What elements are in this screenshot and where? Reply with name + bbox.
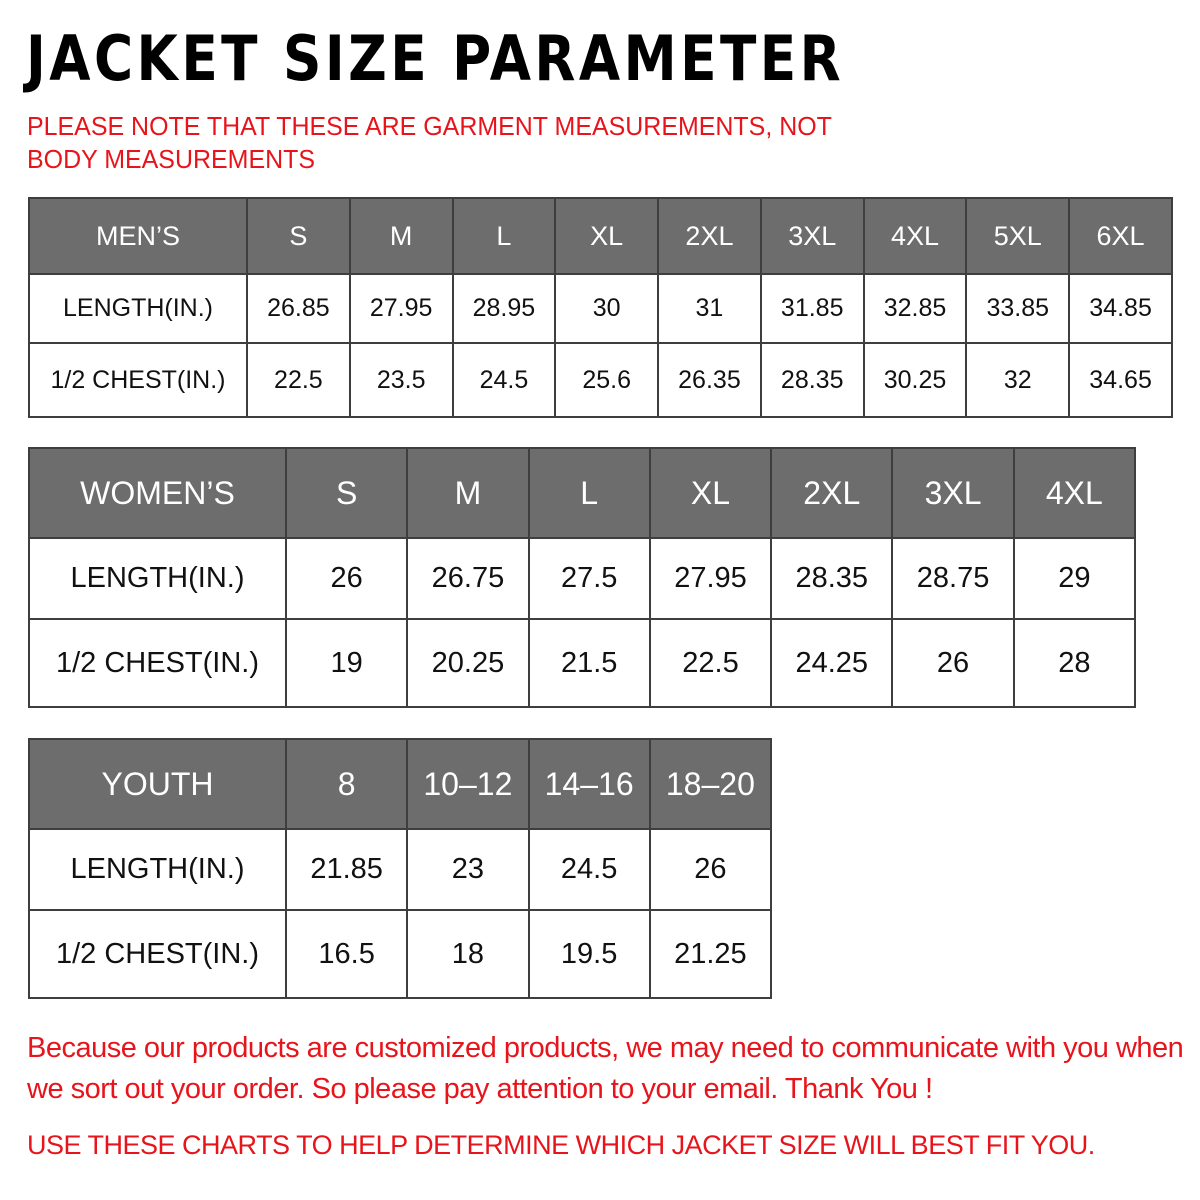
women-length-row-cell: 28.35: [770, 537, 894, 620]
youth-chest-row-cell: 21.25: [648, 909, 773, 999]
men-length-row-cell: 31.85: [759, 273, 865, 344]
men-length-row-cell: 33.85: [965, 273, 1071, 344]
youth-chest-row-label: 1/2 CHEST(IN.): [28, 909, 287, 999]
women-length-row-cell: 26: [284, 537, 409, 620]
men-chest-row-cell: 30.25: [862, 342, 968, 418]
women-header-row-cell: L: [527, 447, 651, 539]
men-length-row-cell: 34.85: [1068, 273, 1173, 344]
customization-notice: Because our products are customized prod…: [27, 1032, 1184, 1105]
women-chest-row-cell: 21.5: [527, 618, 651, 708]
men-chest-row-cell: 32: [965, 342, 1071, 418]
men-length-row-cell: 32.85: [862, 273, 968, 344]
youth-header-row-cell: 18–20: [648, 738, 773, 830]
men-header-row-cell: M: [348, 197, 454, 275]
men-chest-row-cell: 34.65: [1068, 342, 1173, 418]
youth-header-row: YOUTH 8 10–12 14–16 18–20: [28, 738, 773, 830]
youth-chest-row: 1/2 CHEST(IN.) 16.5 18 19.5 21.25: [28, 909, 773, 999]
youth-header-row-label: YOUTH: [28, 738, 287, 830]
women-length-row-cell: 26.75: [406, 537, 530, 620]
youth-chest-row-cell: 18: [406, 909, 530, 999]
men-length-row-cell: 30: [554, 273, 660, 344]
men-length-row-cell: 26.85: [246, 273, 351, 344]
women-header-row-cell: 3XL: [891, 447, 1015, 539]
measurement-note: PLEASE NOTE THAT THESE ARE GARMENT MEASU…: [27, 111, 832, 174]
women-chest-row-cell: 28: [1012, 618, 1137, 708]
youth-chest-row-cell: 16.5: [284, 909, 409, 999]
women-length-row-cell: 29: [1012, 537, 1137, 620]
men-header-row-cell: 2XL: [657, 197, 762, 275]
youth-length-row-cell: 21.85: [284, 828, 409, 911]
men-header-row: MEN’S S M L XL 2XL 3XL 4XL 5XL 6XL: [28, 197, 1173, 275]
women-chest-row-cell: 19: [284, 618, 409, 708]
men-length-row-cell: 27.95: [348, 273, 454, 344]
men-chest-row-cell: 24.5: [451, 342, 557, 418]
men-chest-row-label: 1/2 CHEST(IN.): [28, 342, 248, 418]
men-chest-row-cell: 23.5: [348, 342, 454, 418]
youth-header-row-cell: 8: [284, 738, 409, 830]
youth-size-table: YOUTH 8 10–12 14–16 18–20 LENGTH(IN.) 21.85 23 2…: [28, 738, 773, 999]
men-header-row-cell: 4XL: [862, 197, 968, 275]
youth-header-row-cell: 10–12: [406, 738, 530, 830]
men-header-row-cell: 3XL: [759, 197, 865, 275]
women-header-row-cell: M: [406, 447, 530, 539]
men-length-row: LENGTH(IN.) 26.85 27.95 28.95 30 31 31.85 32.85…: [28, 273, 1173, 344]
women-header-row-cell: 4XL: [1012, 447, 1137, 539]
youth-length-row-cell: 23: [406, 828, 530, 911]
men-chest-row-cell: 28.35: [759, 342, 865, 418]
women-length-row-cell: 28.75: [891, 537, 1015, 620]
men-chest-row: 1/2 CHEST(IN.) 22.5 23.5 24.5 25.6 26.35 28.35…: [28, 342, 1173, 418]
men-chest-row-cell: 25.6: [554, 342, 660, 418]
men-length-row-cell: 28.95: [451, 273, 557, 344]
men-chest-row-cell: 22.5: [246, 342, 351, 418]
women-header-row-cell: 2XL: [770, 447, 894, 539]
youth-length-row-label: LENGTH(IN.): [28, 828, 287, 911]
women-size-table: WOMEN’S S M L XL 2XL 3XL 4XL LENGTH(IN.) 26 26.75 2…: [28, 447, 1137, 708]
men-size-table: MEN’S S M L XL 2XL 3XL 4XL 5XL 6XL LENGTH(IN.) 26.8…: [28, 197, 1173, 418]
women-length-row-cell: 27.95: [648, 537, 773, 620]
women-header-row-cell: S: [284, 447, 409, 539]
page-title: JACKET SIZE PARAMETER: [26, 22, 845, 95]
men-header-row-cell: XL: [554, 197, 660, 275]
youth-header-row-cell: 14–16: [527, 738, 651, 830]
men-length-row-label: LENGTH(IN.): [28, 273, 248, 344]
women-chest-row-cell: 20.25: [406, 618, 530, 708]
women-header-row: WOMEN’S S M L XL 2XL 3XL 4XL: [28, 447, 1137, 539]
women-length-row: LENGTH(IN.) 26 26.75 27.5 27.95 28.35 28.75 29: [28, 537, 1137, 620]
women-chest-row: 1/2 CHEST(IN.) 19 20.25 21.5 22.5 24.25 26 28: [28, 618, 1137, 708]
men-header-row-label: MEN’S: [28, 197, 248, 275]
women-length-row-label: LENGTH(IN.): [28, 537, 287, 620]
women-length-row-cell: 27.5: [527, 537, 651, 620]
women-chest-row-cell: 22.5: [648, 618, 773, 708]
youth-length-row-cell: 26: [648, 828, 773, 911]
youth-length-row: LENGTH(IN.) 21.85 23 24.5 26: [28, 828, 773, 911]
men-length-row-cell: 31: [657, 273, 762, 344]
chart-usage-note: USE THESE CHARTS TO HELP DETERMINE WHICH…: [27, 1130, 1095, 1160]
men-header-row-cell: L: [451, 197, 557, 275]
women-chest-row-cell: 26: [891, 618, 1015, 708]
women-chest-row-label: 1/2 CHEST(IN.): [28, 618, 287, 708]
men-header-row-cell: S: [246, 197, 351, 275]
youth-chest-row-cell: 19.5: [527, 909, 651, 999]
women-header-row-label: WOMEN’S: [28, 447, 287, 539]
women-header-row-cell: XL: [648, 447, 773, 539]
women-chest-row-cell: 24.25: [770, 618, 894, 708]
men-header-row-cell: 6XL: [1068, 197, 1173, 275]
youth-length-row-cell: 24.5: [527, 828, 651, 911]
men-chest-row-cell: 26.35: [657, 342, 762, 418]
men-header-row-cell: 5XL: [965, 197, 1071, 275]
